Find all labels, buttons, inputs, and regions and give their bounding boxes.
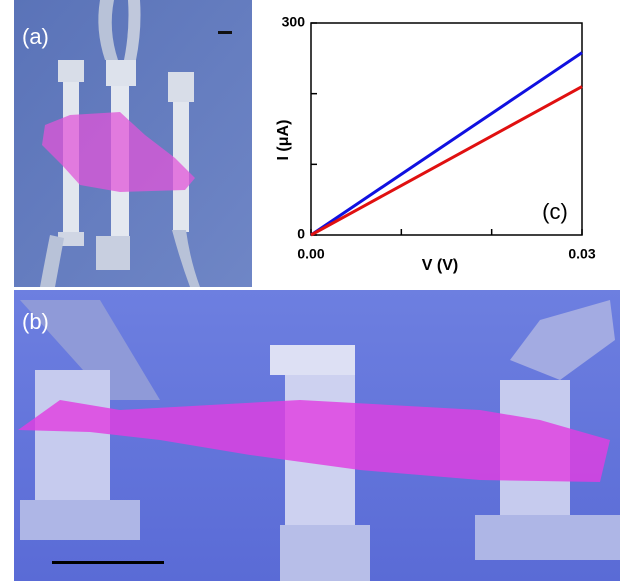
- y-tick-label: 0: [297, 226, 305, 242]
- y-tick-label: 300: [282, 14, 306, 30]
- figure: (a) (b) (c) V (V) I (μA) 0.00 0.03 0 300: [0, 0, 620, 581]
- panel-label: (b): [22, 309, 49, 334]
- x-tick-label: 0.03: [568, 246, 595, 262]
- y-axis-label: I (μA): [275, 120, 292, 161]
- x-axis-label: V (V): [422, 257, 458, 274]
- sem-image-a: [14, 0, 252, 287]
- annotation: (c): [542, 199, 568, 224]
- sem-image-b: [14, 290, 620, 581]
- panel-label: (a): [22, 24, 49, 49]
- x-tick-label: 0.00: [297, 246, 324, 262]
